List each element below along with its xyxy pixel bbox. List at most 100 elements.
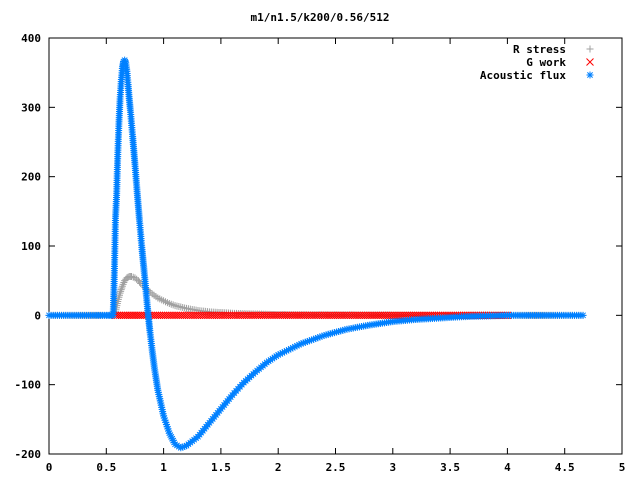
data-point: [289, 344, 297, 352]
x-tick-label: 2.5: [326, 461, 346, 474]
x-tick-label: 0.5: [96, 461, 116, 474]
data-point: [285, 346, 293, 354]
data-point: [324, 330, 332, 338]
data-marks: [45, 56, 587, 452]
data-point: [299, 339, 307, 347]
y-tick-label: -200: [15, 448, 42, 461]
data-point: [322, 331, 330, 339]
data-point: [162, 418, 170, 426]
data-point: [320, 331, 328, 339]
y-tick-label: -100: [15, 379, 42, 392]
data-point: [333, 328, 341, 336]
data-point: [328, 329, 336, 337]
data-point: [171, 440, 179, 448]
series-acoustic-flux: [45, 56, 587, 452]
x-tick-label: 5: [619, 461, 626, 474]
data-point: [316, 333, 324, 341]
x-tick-label: 0: [46, 461, 53, 474]
data-point: [129, 311, 137, 320]
data-point: [119, 311, 128, 320]
data-point: [177, 444, 185, 452]
data-point: [337, 327, 345, 335]
x-tick-label: 1: [160, 461, 167, 474]
chart-title: m1/n1.5/k200/0.56/512: [250, 11, 389, 24]
data-point: [283, 347, 291, 355]
data-point: [121, 58, 129, 66]
legend-marker: [586, 58, 594, 66]
legend-marker: [586, 45, 594, 53]
data-point: [128, 273, 136, 281]
data-point: [335, 327, 343, 335]
data-point: [175, 443, 183, 451]
data-point: [115, 311, 124, 320]
data-point: [127, 311, 135, 320]
data-point: [291, 343, 299, 351]
data-point: [165, 427, 173, 435]
x-tick-label: 2: [275, 461, 282, 474]
data-point: [117, 311, 126, 320]
data-point: [160, 414, 168, 422]
y-tick-label: 0: [34, 309, 41, 322]
legend-label: Acoustic flux: [480, 69, 566, 82]
data-point: [339, 326, 347, 334]
data-point: [310, 335, 318, 343]
data-point: [278, 349, 286, 357]
data-point: [293, 342, 301, 350]
data-point: [330, 329, 338, 337]
data-point: [173, 441, 181, 449]
data-point: [121, 311, 130, 320]
x-tick-label: 3: [389, 461, 396, 474]
data-point: [123, 311, 132, 320]
data-point: [131, 311, 139, 320]
data-point: [117, 287, 125, 295]
data-point: [121, 56, 129, 64]
data-point: [341, 326, 349, 334]
data-point: [301, 338, 309, 346]
data-point: [164, 425, 172, 433]
data-point: [326, 330, 334, 338]
data-point: [169, 437, 177, 445]
data-point: [118, 284, 126, 292]
data-point: [136, 278, 144, 286]
y-tick-label: 300: [21, 101, 41, 114]
data-point: [287, 345, 295, 353]
data-point: [274, 351, 282, 359]
data-point: [305, 337, 313, 345]
data-point: [303, 337, 311, 345]
data-point: [297, 340, 305, 348]
data-point: [295, 341, 303, 349]
y-tick-label: 200: [21, 171, 41, 184]
data-point: [308, 336, 316, 344]
data-point: [162, 421, 170, 429]
data-point: [579, 311, 587, 319]
data-point: [165, 429, 173, 437]
data-point: [133, 311, 141, 320]
data-point: [116, 289, 124, 297]
data-point: [167, 433, 175, 441]
data-point: [181, 442, 189, 450]
data-point: [314, 334, 322, 342]
x-tick-label: 4.5: [555, 461, 575, 474]
data-point: [318, 332, 326, 340]
x-tick-label: 3.5: [440, 461, 460, 474]
data-point: [160, 412, 168, 420]
legend-label: G work: [526, 56, 566, 69]
y-tick-label: 100: [21, 240, 41, 253]
axis-ticks: 0 0.5 1 1.5 2 2.5 3 3.5 4 4.5 5 400 300 200 100 0 -100 -2…: [15, 32, 626, 474]
data-point: [125, 311, 134, 320]
plot-frame: [48, 37, 623, 455]
data-point: [179, 443, 187, 451]
x-tick-label: 4: [504, 461, 511, 474]
legend-label: R stress: [513, 43, 566, 56]
data-point: [276, 350, 284, 358]
data-point: [163, 423, 171, 431]
data-point: [280, 348, 288, 356]
data-point: [117, 286, 125, 294]
data-point: [168, 435, 176, 443]
y-tick-label: 400: [21, 32, 41, 45]
data-point: [312, 334, 320, 342]
data-point: [166, 431, 174, 439]
data-point: [170, 438, 178, 446]
